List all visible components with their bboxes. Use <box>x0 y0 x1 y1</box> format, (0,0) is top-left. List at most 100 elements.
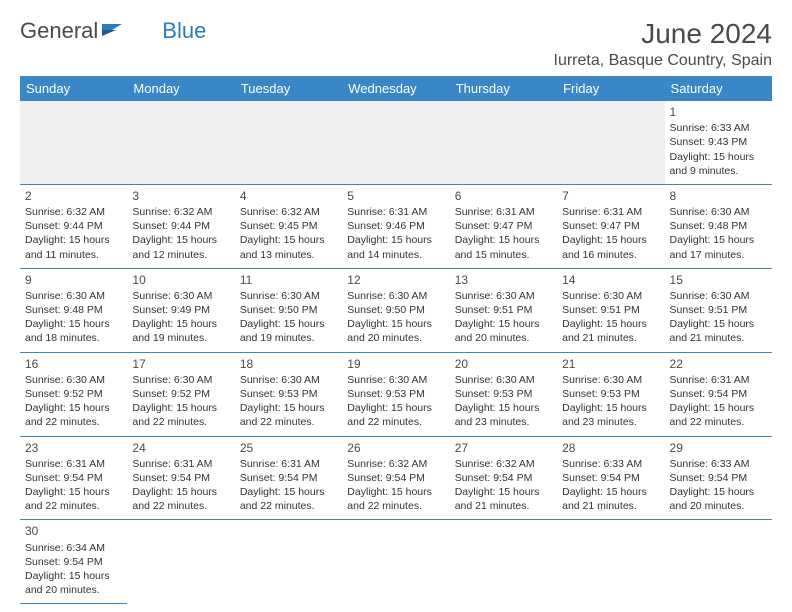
daylight-line: Daylight: 15 hours and 20 minutes. <box>25 569 122 597</box>
calendar-body: 1Sunrise: 6:33 AMSunset: 9:43 PMDaylight… <box>20 101 772 604</box>
daylight-line: Daylight: 15 hours and 21 minutes. <box>670 317 767 345</box>
day-cell: 30Sunrise: 6:34 AMSunset: 9:54 PMDayligh… <box>20 520 127 604</box>
day-cell: 25Sunrise: 6:31 AMSunset: 9:54 PMDayligh… <box>235 436 342 520</box>
weekday-header: Friday <box>557 76 664 101</box>
sunset-line: Sunset: 9:47 PM <box>455 219 552 233</box>
calendar-row: 16Sunrise: 6:30 AMSunset: 9:52 PMDayligh… <box>20 352 772 436</box>
sunrise-line: Sunrise: 6:30 AM <box>25 289 122 303</box>
empty-cell <box>557 101 664 184</box>
day-cell: 9Sunrise: 6:30 AMSunset: 9:48 PMDaylight… <box>20 268 127 352</box>
header: General Blue June 2024 Iurreta, Basque C… <box>20 18 772 70</box>
sunrise-line: Sunrise: 6:30 AM <box>132 373 229 387</box>
sunset-line: Sunset: 9:54 PM <box>240 471 337 485</box>
sunset-line: Sunset: 9:50 PM <box>240 303 337 317</box>
day-number: 24 <box>132 440 229 456</box>
daylight-line: Daylight: 15 hours and 22 minutes. <box>25 485 122 513</box>
day-cell: 19Sunrise: 6:30 AMSunset: 9:53 PMDayligh… <box>342 352 449 436</box>
sunset-line: Sunset: 9:54 PM <box>455 471 552 485</box>
day-number: 17 <box>132 356 229 372</box>
location-label: Iurreta, Basque Country, Spain <box>554 52 773 70</box>
sunset-line: Sunset: 9:48 PM <box>25 303 122 317</box>
sunrise-line: Sunrise: 6:30 AM <box>455 373 552 387</box>
day-number: 21 <box>562 356 659 372</box>
sunset-line: Sunset: 9:53 PM <box>455 387 552 401</box>
day-cell: 4Sunrise: 6:32 AMSunset: 9:45 PMDaylight… <box>235 184 342 268</box>
daylight-line: Daylight: 15 hours and 18 minutes. <box>25 317 122 345</box>
sunrise-line: Sunrise: 6:30 AM <box>562 289 659 303</box>
day-number: 5 <box>347 188 444 204</box>
day-cell: 26Sunrise: 6:32 AMSunset: 9:54 PMDayligh… <box>342 436 449 520</box>
daylight-line: Daylight: 15 hours and 16 minutes. <box>562 233 659 261</box>
sunrise-line: Sunrise: 6:32 AM <box>132 205 229 219</box>
sunrise-line: Sunrise: 6:30 AM <box>562 373 659 387</box>
sunrise-line: Sunrise: 6:31 AM <box>670 373 767 387</box>
day-number: 15 <box>670 272 767 288</box>
calendar-row: 30Sunrise: 6:34 AMSunset: 9:54 PMDayligh… <box>20 520 772 604</box>
weekday-header: Saturday <box>665 76 772 101</box>
sunrise-line: Sunrise: 6:30 AM <box>455 289 552 303</box>
day-cell: 28Sunrise: 6:33 AMSunset: 9:54 PMDayligh… <box>557 436 664 520</box>
sunset-line: Sunset: 9:52 PM <box>25 387 122 401</box>
empty-cell <box>127 101 234 184</box>
day-number: 30 <box>25 523 122 539</box>
day-cell: 27Sunrise: 6:32 AMSunset: 9:54 PMDayligh… <box>450 436 557 520</box>
sunrise-line: Sunrise: 6:32 AM <box>455 457 552 471</box>
daylight-line: Daylight: 15 hours and 22 minutes. <box>240 485 337 513</box>
sunrise-line: Sunrise: 6:30 AM <box>132 289 229 303</box>
sunrise-line: Sunrise: 6:34 AM <box>25 541 122 555</box>
day-number: 8 <box>670 188 767 204</box>
sunrise-line: Sunrise: 6:31 AM <box>347 205 444 219</box>
day-number: 25 <box>240 440 337 456</box>
day-number: 4 <box>240 188 337 204</box>
daylight-line: Daylight: 15 hours and 22 minutes. <box>347 401 444 429</box>
sunrise-line: Sunrise: 6:30 AM <box>25 373 122 387</box>
calendar-row: 23Sunrise: 6:31 AMSunset: 9:54 PMDayligh… <box>20 436 772 520</box>
daylight-line: Daylight: 15 hours and 20 minutes. <box>455 317 552 345</box>
sunset-line: Sunset: 9:53 PM <box>240 387 337 401</box>
logo: General Blue <box>20 18 206 44</box>
daylight-line: Daylight: 15 hours and 23 minutes. <box>455 401 552 429</box>
day-cell: 6Sunrise: 6:31 AMSunset: 9:47 PMDaylight… <box>450 184 557 268</box>
day-cell: 12Sunrise: 6:30 AMSunset: 9:50 PMDayligh… <box>342 268 449 352</box>
day-number: 26 <box>347 440 444 456</box>
day-number: 19 <box>347 356 444 372</box>
daylight-line: Daylight: 15 hours and 9 minutes. <box>670 150 767 178</box>
day-number: 10 <box>132 272 229 288</box>
page-title: June 2024 <box>554 18 773 50</box>
day-cell: 13Sunrise: 6:30 AMSunset: 9:51 PMDayligh… <box>450 268 557 352</box>
day-cell: 18Sunrise: 6:30 AMSunset: 9:53 PMDayligh… <box>235 352 342 436</box>
sunrise-line: Sunrise: 6:30 AM <box>347 289 444 303</box>
day-cell: 24Sunrise: 6:31 AMSunset: 9:54 PMDayligh… <box>127 436 234 520</box>
sunset-line: Sunset: 9:54 PM <box>347 471 444 485</box>
sunset-line: Sunset: 9:54 PM <box>25 471 122 485</box>
weekday-header: Sunday <box>20 76 127 101</box>
day-cell: 11Sunrise: 6:30 AMSunset: 9:50 PMDayligh… <box>235 268 342 352</box>
day-cell: 29Sunrise: 6:33 AMSunset: 9:54 PMDayligh… <box>665 436 772 520</box>
weekday-header-row: SundayMondayTuesdayWednesdayThursdayFrid… <box>20 76 772 101</box>
sunset-line: Sunset: 9:54 PM <box>562 471 659 485</box>
daylight-line: Daylight: 15 hours and 20 minutes. <box>347 317 444 345</box>
sunset-line: Sunset: 9:51 PM <box>455 303 552 317</box>
day-cell: 21Sunrise: 6:30 AMSunset: 9:53 PMDayligh… <box>557 352 664 436</box>
sunrise-line: Sunrise: 6:31 AM <box>455 205 552 219</box>
day-number: 16 <box>25 356 122 372</box>
daylight-line: Daylight: 15 hours and 13 minutes. <box>240 233 337 261</box>
daylight-line: Daylight: 15 hours and 23 minutes. <box>562 401 659 429</box>
day-number: 9 <box>25 272 122 288</box>
day-number: 13 <box>455 272 552 288</box>
weekday-header: Monday <box>127 76 234 101</box>
title-block: June 2024 Iurreta, Basque Country, Spain <box>554 18 773 70</box>
logo-text-blue: Blue <box>162 18 206 44</box>
daylight-line: Daylight: 15 hours and 19 minutes. <box>132 317 229 345</box>
day-cell: 22Sunrise: 6:31 AMSunset: 9:54 PMDayligh… <box>665 352 772 436</box>
daylight-line: Daylight: 15 hours and 21 minutes. <box>562 485 659 513</box>
empty-cell <box>665 520 772 604</box>
sunset-line: Sunset: 9:54 PM <box>132 471 229 485</box>
day-number: 20 <box>455 356 552 372</box>
calendar-row: 2Sunrise: 6:32 AMSunset: 9:44 PMDaylight… <box>20 184 772 268</box>
sunset-line: Sunset: 9:51 PM <box>670 303 767 317</box>
day-number: 7 <box>562 188 659 204</box>
day-number: 1 <box>670 104 767 120</box>
logo-text-general: General <box>20 18 98 44</box>
day-number: 22 <box>670 356 767 372</box>
